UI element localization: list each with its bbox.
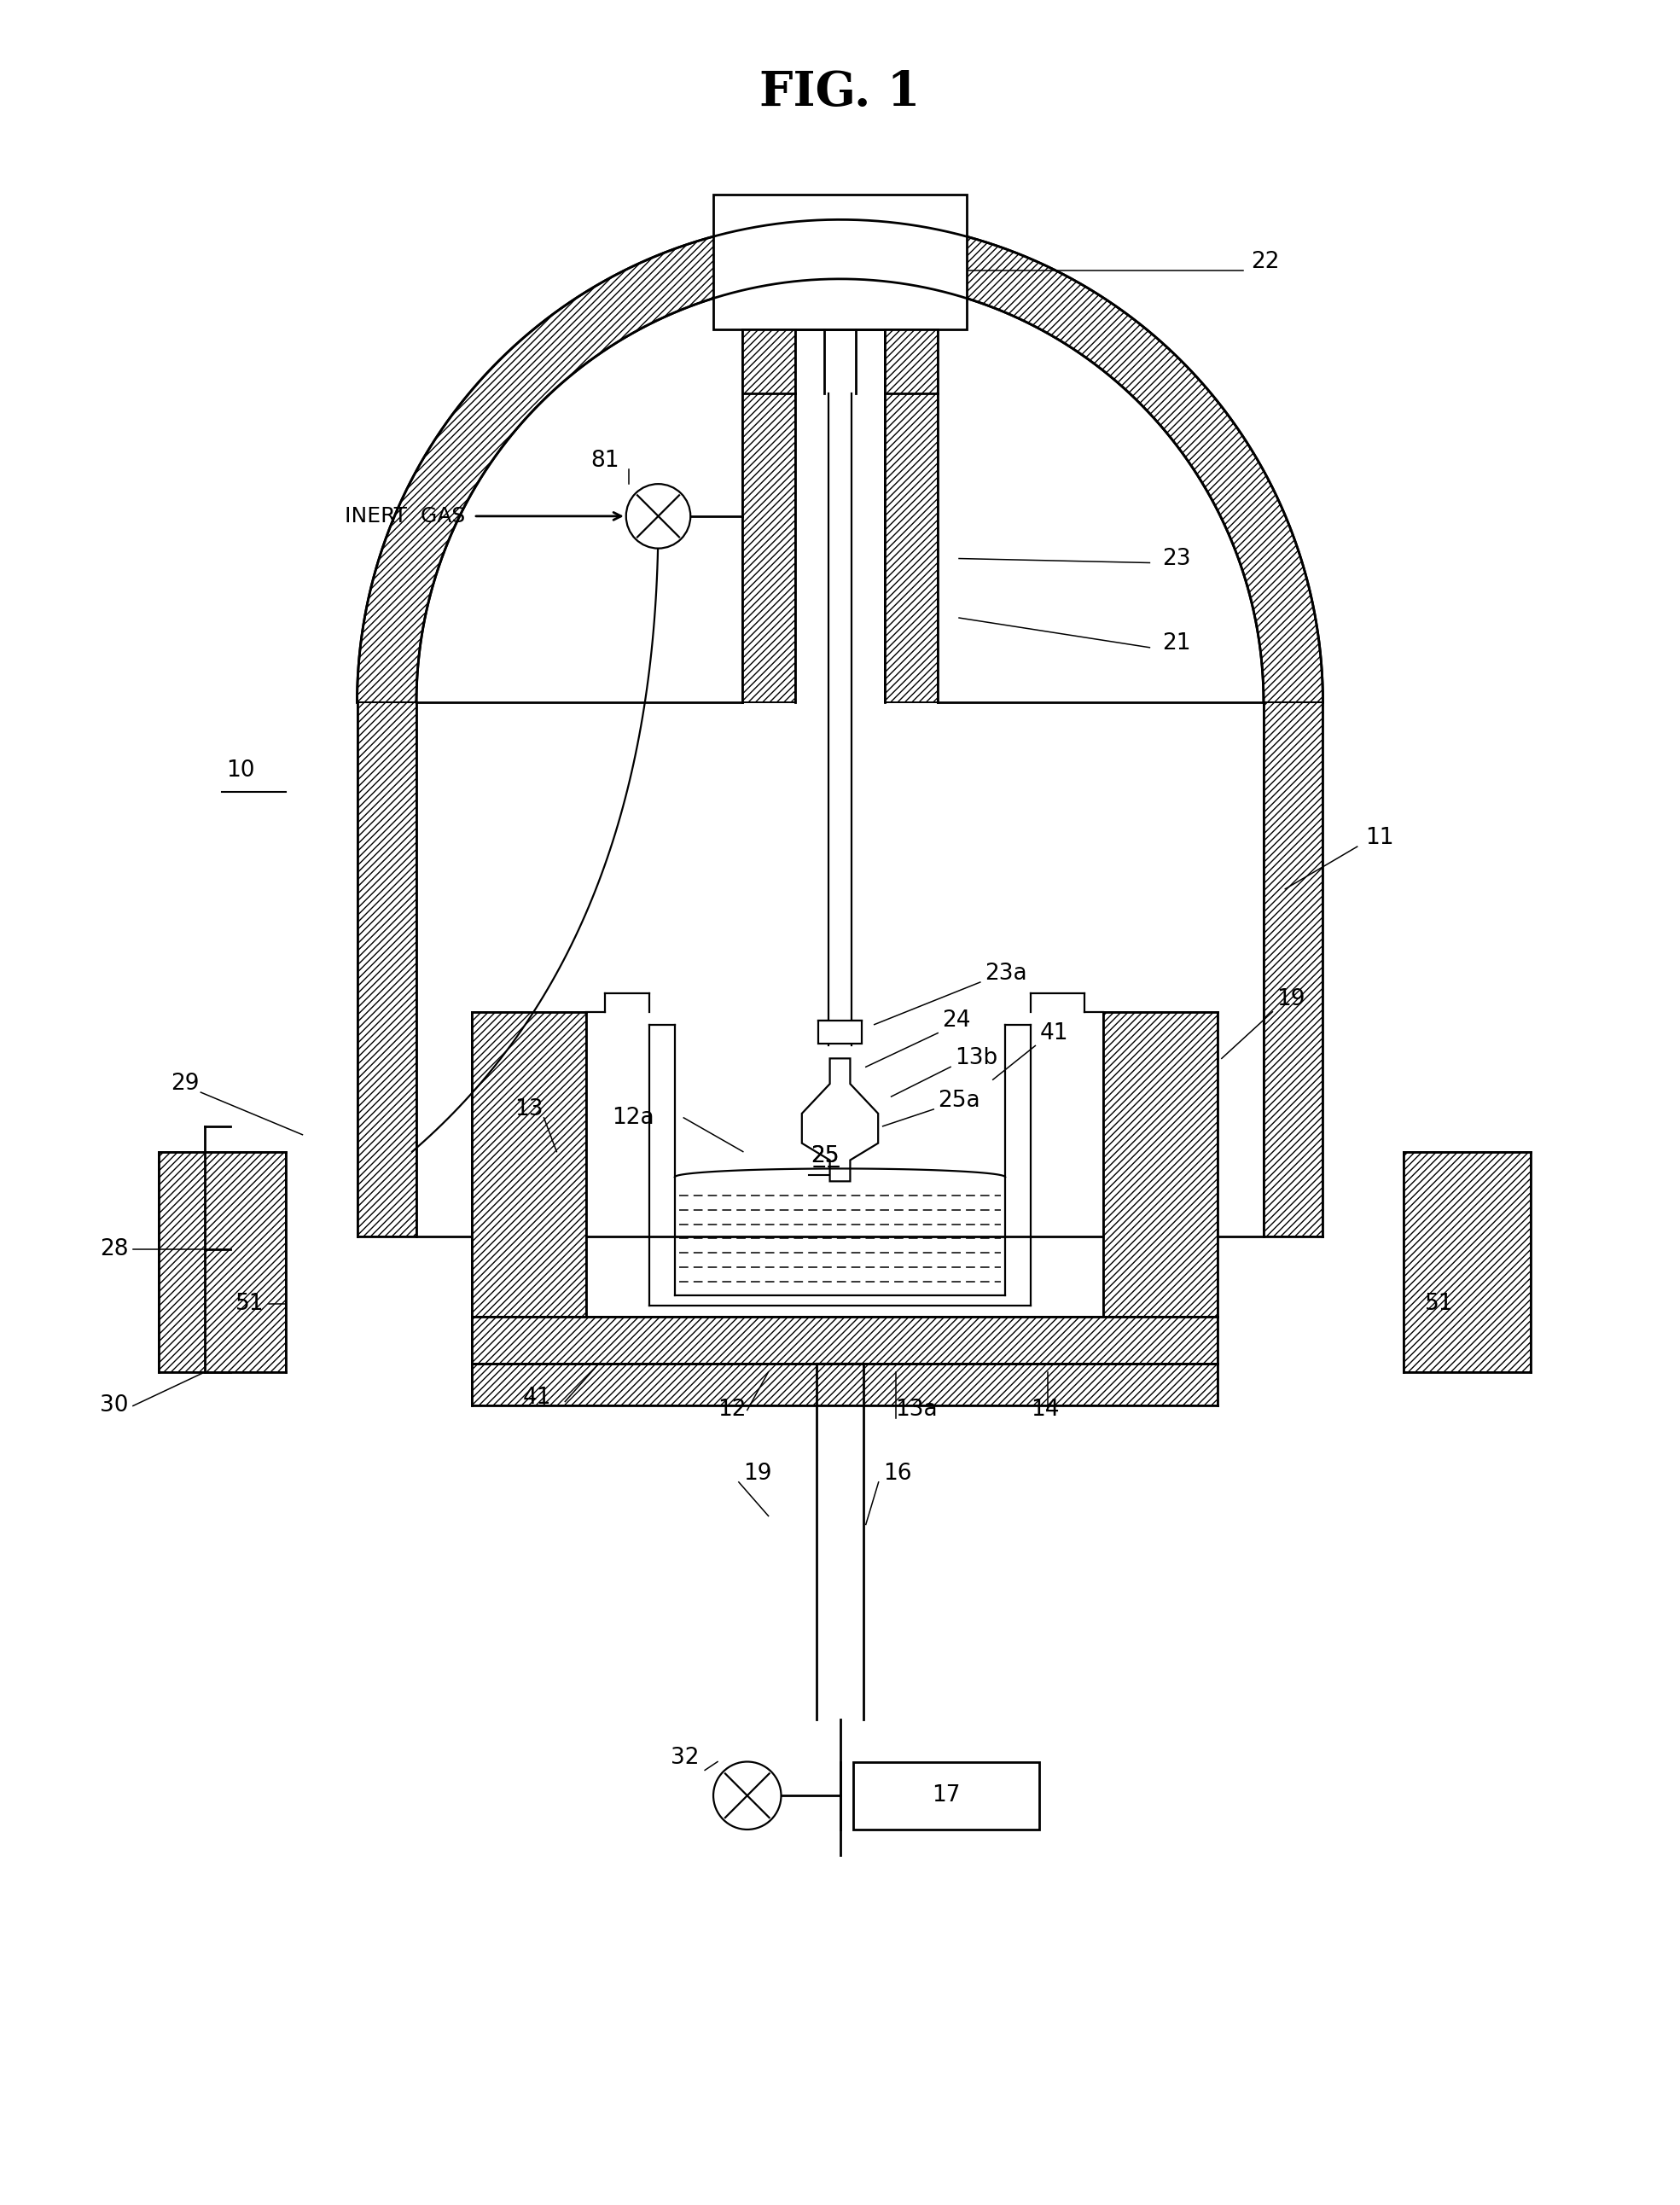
- Circle shape: [627, 483, 690, 549]
- Text: 51: 51: [235, 1292, 264, 1314]
- Bar: [853, 1762, 1040, 1830]
- Text: 16: 16: [882, 1462, 911, 1484]
- Text: 24: 24: [942, 1010, 971, 1032]
- Text: 22: 22: [1252, 251, 1280, 273]
- Bar: [1404, 1151, 1530, 1372]
- Bar: [358, 703, 417, 1237]
- Text: 41: 41: [1040, 1021, 1068, 1045]
- Text: 13: 13: [514, 1098, 543, 1120]
- Bar: [1263, 703, 1322, 1237]
- Text: 32: 32: [670, 1746, 699, 1768]
- Text: 23a: 23a: [984, 964, 1026, 986]
- Bar: [743, 331, 796, 703]
- Text: 29: 29: [171, 1074, 200, 1096]
- Text: 13b: 13b: [954, 1047, 998, 1069]
- Text: 14: 14: [1032, 1398, 1060, 1422]
- Bar: [472, 1316, 1218, 1363]
- Bar: [712, 194, 968, 331]
- Text: 19: 19: [743, 1462, 771, 1484]
- Text: 19: 19: [1277, 988, 1305, 1010]
- Text: 17: 17: [932, 1784, 961, 1806]
- Text: 10: 10: [227, 759, 255, 781]
- Text: 30: 30: [101, 1396, 129, 1418]
- Text: 41: 41: [522, 1387, 551, 1409]
- Polygon shape: [358, 221, 1322, 703]
- Text: 51: 51: [1425, 1292, 1453, 1314]
- Text: 12a: 12a: [612, 1107, 654, 1129]
- Polygon shape: [801, 1058, 879, 1182]
- Text: FIG. 1: FIG. 1: [759, 68, 921, 117]
- Text: 23: 23: [1163, 547, 1191, 569]
- Bar: [158, 1151, 286, 1372]
- Text: 11: 11: [1366, 827, 1394, 849]
- Text: 13a: 13a: [895, 1398, 937, 1422]
- Text: 12: 12: [717, 1398, 746, 1422]
- Text: 2̲5̲: 2̲5̲: [811, 1144, 840, 1166]
- Text: 21: 21: [1163, 633, 1191, 655]
- Text: 25a: 25a: [937, 1089, 979, 1111]
- Text: 28: 28: [101, 1237, 129, 1261]
- Bar: [472, 1012, 586, 1316]
- Bar: [1104, 1012, 1218, 1316]
- Circle shape: [714, 1762, 781, 1830]
- Bar: [818, 1021, 862, 1043]
- Text: INERT  GAS: INERT GAS: [344, 505, 465, 527]
- Text: 25: 25: [811, 1144, 840, 1166]
- Bar: [472, 1363, 1218, 1407]
- Text: 81: 81: [590, 450, 620, 472]
- Bar: [884, 331, 937, 703]
